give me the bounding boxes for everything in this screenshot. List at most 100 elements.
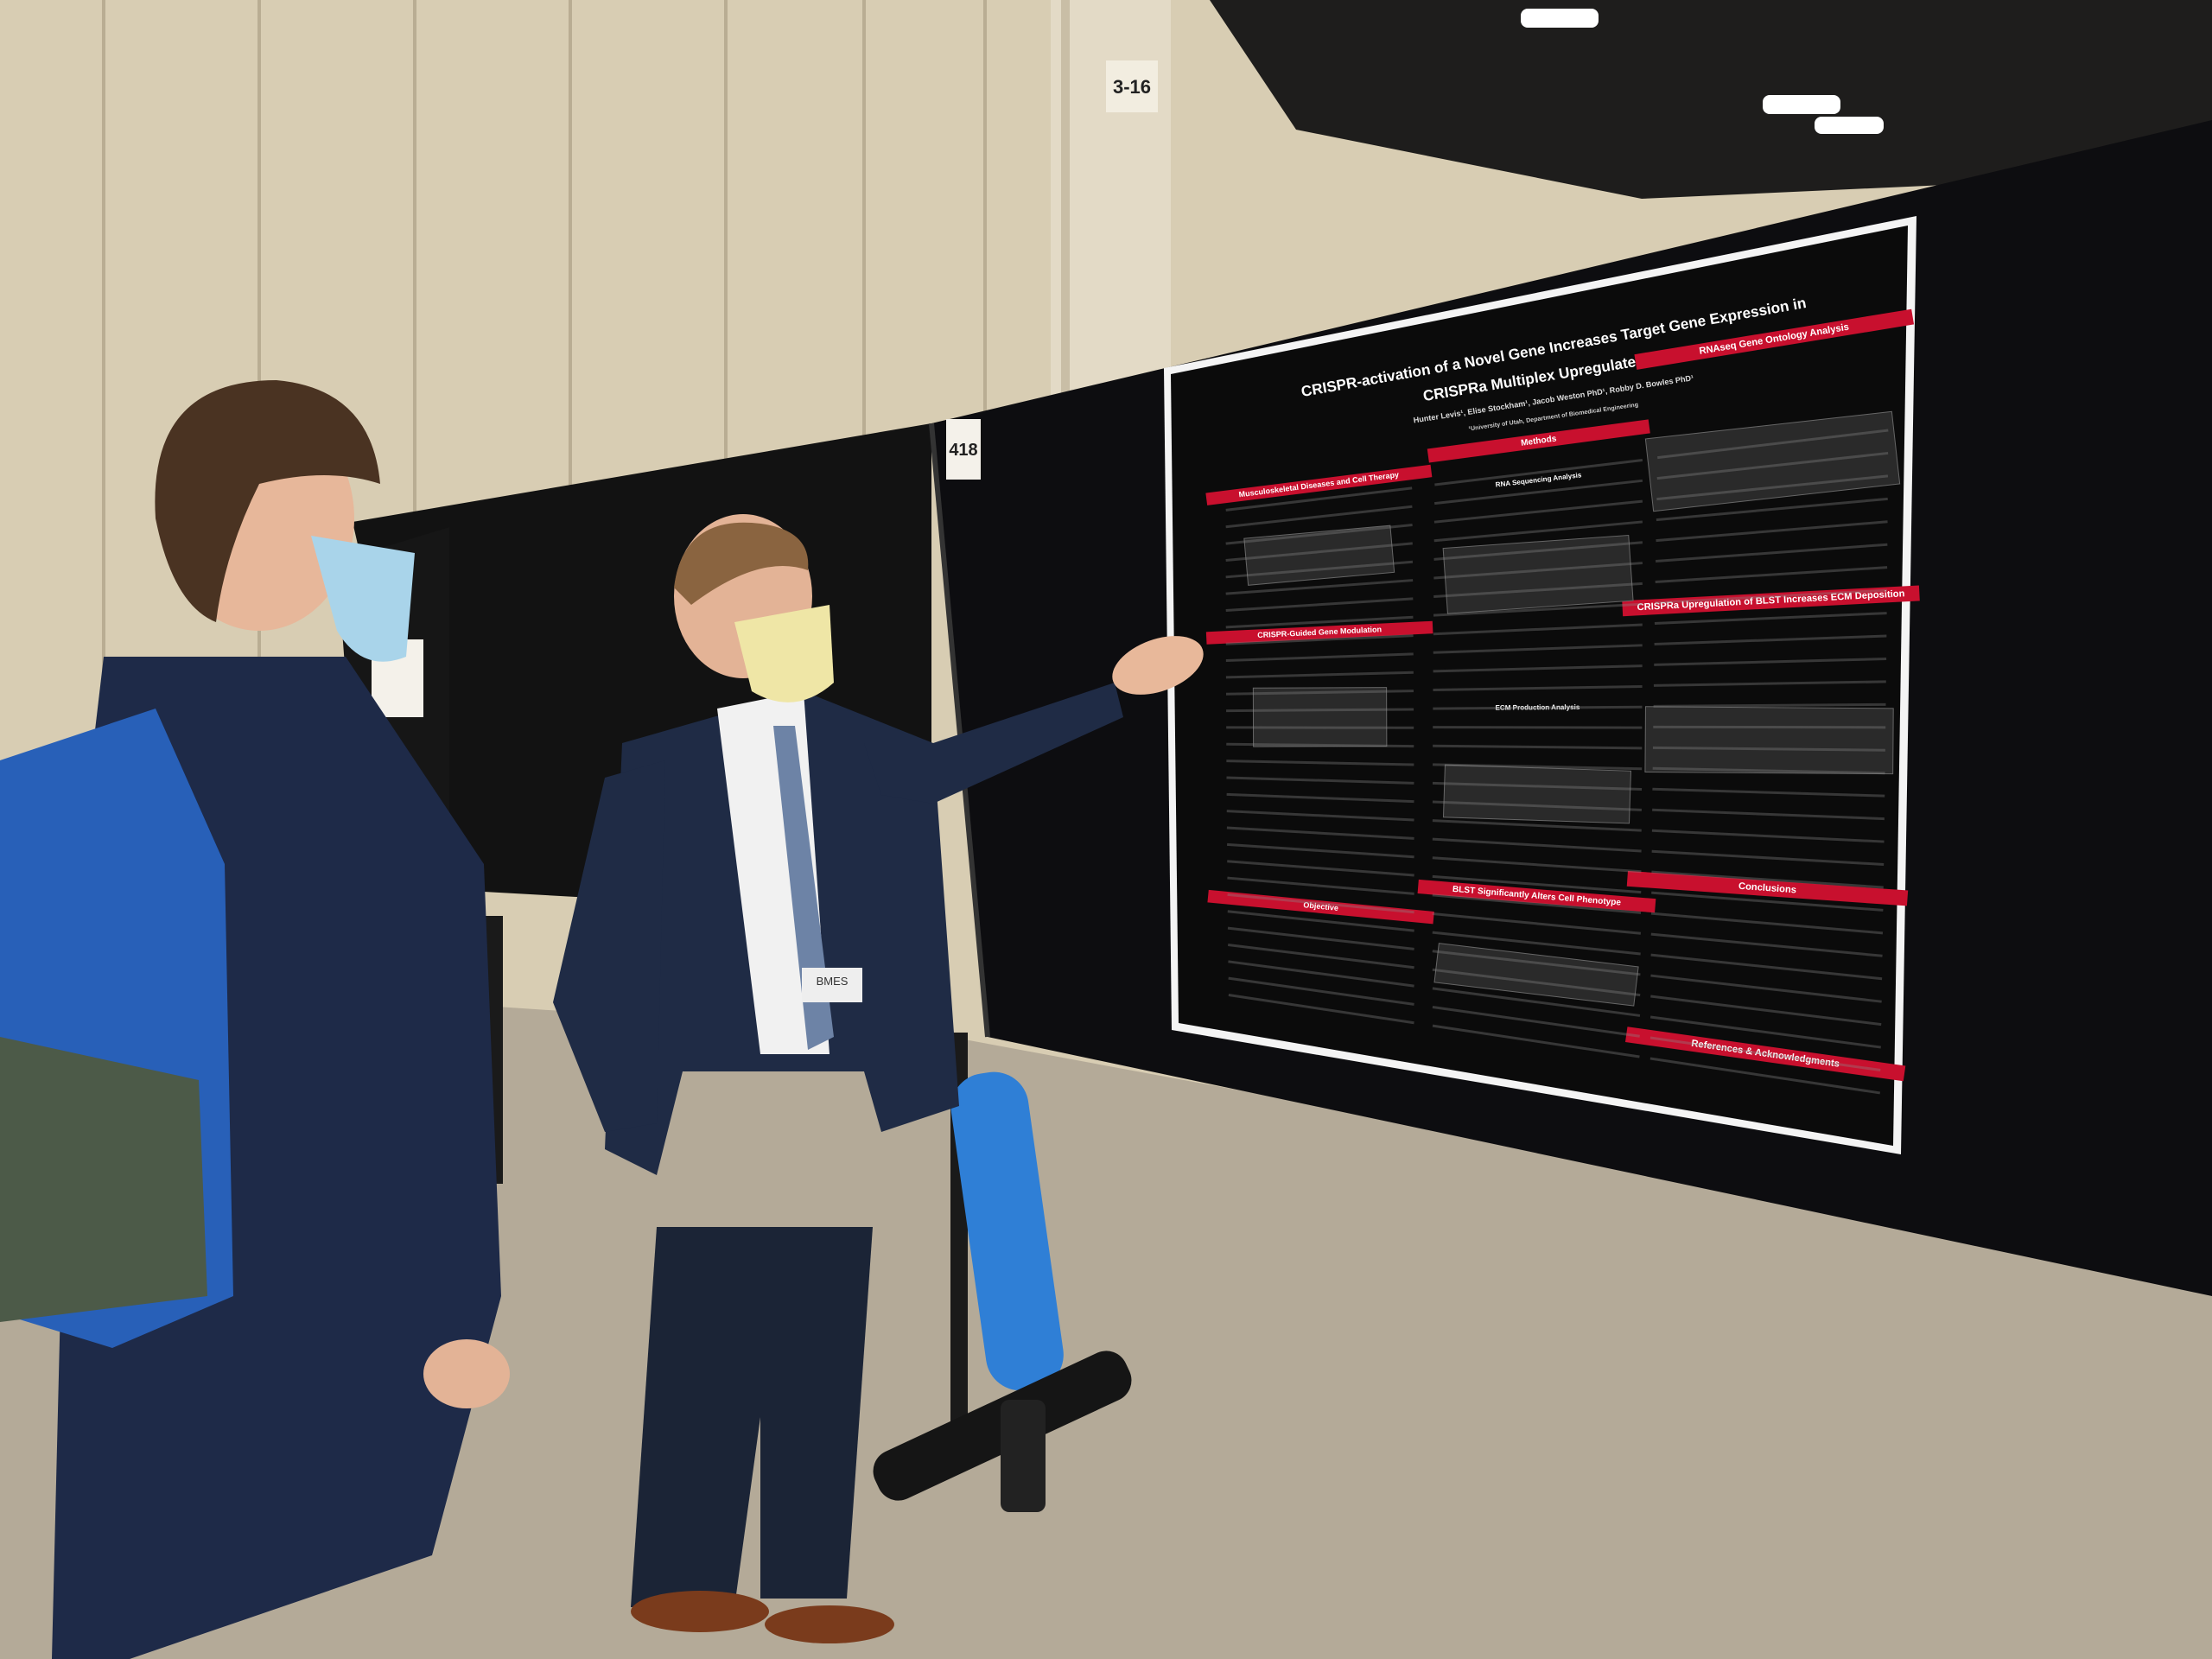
- poster-text-line: [1226, 708, 1414, 713]
- poster-text-line: [1227, 876, 1414, 895]
- mask: [311, 536, 415, 662]
- poster-text-line: [1434, 479, 1643, 505]
- poster-text-line: [1227, 910, 1414, 932]
- student-hair: [155, 380, 380, 622]
- poster-text-line: [1653, 702, 1886, 708]
- poster-text-line: [1433, 562, 1643, 580]
- poster-text-line: [1432, 912, 1641, 935]
- section-heading-bar: [1634, 308, 1915, 370]
- poster-text-line: [1433, 726, 1643, 729]
- poster-text-line: [1225, 634, 1414, 645]
- poster-text-line: [1432, 893, 1642, 914]
- poster-text-line: [1225, 579, 1414, 595]
- poster-text-line: [1225, 671, 1414, 679]
- poster-figure: [1252, 687, 1388, 747]
- board-frame: [929, 423, 990, 1038]
- poster-text-line: [1650, 912, 1884, 935]
- poster-text-line: [1651, 891, 1884, 912]
- poster-tube: [950, 1071, 1064, 1391]
- poster-text-line: [1433, 744, 1643, 750]
- poster-text-line: [1432, 1006, 1640, 1038]
- poster-text-line: [1433, 582, 1643, 599]
- presenter-leg: [760, 1227, 873, 1599]
- poster-text-line: [1433, 623, 1643, 636]
- poster-text-line: [1432, 837, 1642, 853]
- presenter-arm: [553, 760, 665, 1132]
- poster-text-line: [1433, 763, 1643, 771]
- shoe: [765, 1605, 894, 1643]
- poster-text-line: [1433, 541, 1643, 561]
- poster-text-line: [1434, 459, 1643, 486]
- poster-text-line: [1226, 810, 1414, 822]
- column-sign: [1106, 60, 1158, 112]
- poster-text-line: [1227, 893, 1414, 914]
- poster-text-line: [1652, 766, 1885, 775]
- poster-text-line: [1433, 499, 1643, 524]
- section-heading-bar: [1205, 620, 1433, 645]
- poster-text-line: [1228, 994, 1414, 1025]
- poster-text-line: [1432, 819, 1642, 832]
- section-heading: Objective: [1303, 900, 1338, 912]
- section-heading: Conclusions: [1738, 881, 1797, 896]
- poster-text-line: [1433, 684, 1643, 691]
- poster-text-line: [1655, 543, 1888, 563]
- floor: [0, 1002, 2212, 1659]
- shoe: [631, 1591, 769, 1632]
- poster-text-line: [1653, 725, 1886, 729]
- poster-text-line: [1225, 597, 1414, 613]
- bottle: [1001, 1400, 1046, 1512]
- ceiling-lights: [1521, 9, 1884, 134]
- poster-text-line: [1226, 776, 1414, 785]
- poster-text-line: [1651, 870, 1884, 889]
- poster-text-line: [1652, 746, 1885, 752]
- section-heading-bar: [1417, 879, 1656, 913]
- poster-text-line: [1656, 451, 1889, 480]
- poster-text-line: [1649, 1057, 1881, 1095]
- presenter-leg: [631, 1227, 786, 1607]
- poster-text-line: [1654, 657, 1887, 666]
- poster-text-line: [1432, 950, 1641, 976]
- poster-text-line: [1225, 505, 1413, 529]
- poster-text-line: [1433, 705, 1643, 710]
- wall-panels: [102, 0, 987, 778]
- poster-text-line: [1432, 800, 1642, 811]
- badge: [802, 968, 862, 1002]
- poster-text-line: [1656, 520, 1888, 543]
- poster: [1171, 226, 1908, 1146]
- poster-text-line: [1433, 644, 1643, 654]
- student: [0, 380, 510, 1659]
- poster-text-line: [1432, 874, 1642, 894]
- poster-text-line: [1650, 953, 1883, 981]
- poster-text-line: [1651, 829, 1885, 843]
- poster-figure: [1243, 524, 1395, 586]
- poster-text-line: [1654, 634, 1887, 645]
- poster-text-line: [1657, 429, 1889, 460]
- poster-text-line: [1225, 542, 1413, 562]
- poster-text-line: [1225, 652, 1414, 663]
- poster-text-line: [1228, 943, 1414, 969]
- poster-text-line: [1225, 524, 1413, 545]
- poster-figure: [1442, 764, 1632, 824]
- booth-sign: [946, 419, 981, 480]
- poster-text-line: [1652, 787, 1885, 798]
- poster-text-line: [1649, 1015, 1881, 1049]
- section-heading-bar: [1205, 464, 1433, 505]
- presenter-arm: [864, 683, 1123, 804]
- mask: [734, 605, 834, 702]
- poster-text-line: [1432, 987, 1641, 1017]
- poster-text-line: [1432, 968, 1641, 997]
- pillar-edge: [1061, 0, 1070, 415]
- poster-text-line: [1655, 566, 1888, 584]
- poster-text-line: [1226, 760, 1414, 766]
- poster-text-line: [1656, 497, 1888, 522]
- backpack-pocket: [0, 1037, 207, 1322]
- poster-figure: [1442, 534, 1634, 614]
- poster-text-line: [1225, 560, 1414, 579]
- poster-text-line: [1433, 520, 1643, 543]
- poster-text-line: [1656, 474, 1889, 501]
- poster-text-line: [1227, 926, 1414, 950]
- subsection-heading: ECM Production Analysis: [1495, 703, 1580, 712]
- poster-text-line: [1227, 860, 1414, 877]
